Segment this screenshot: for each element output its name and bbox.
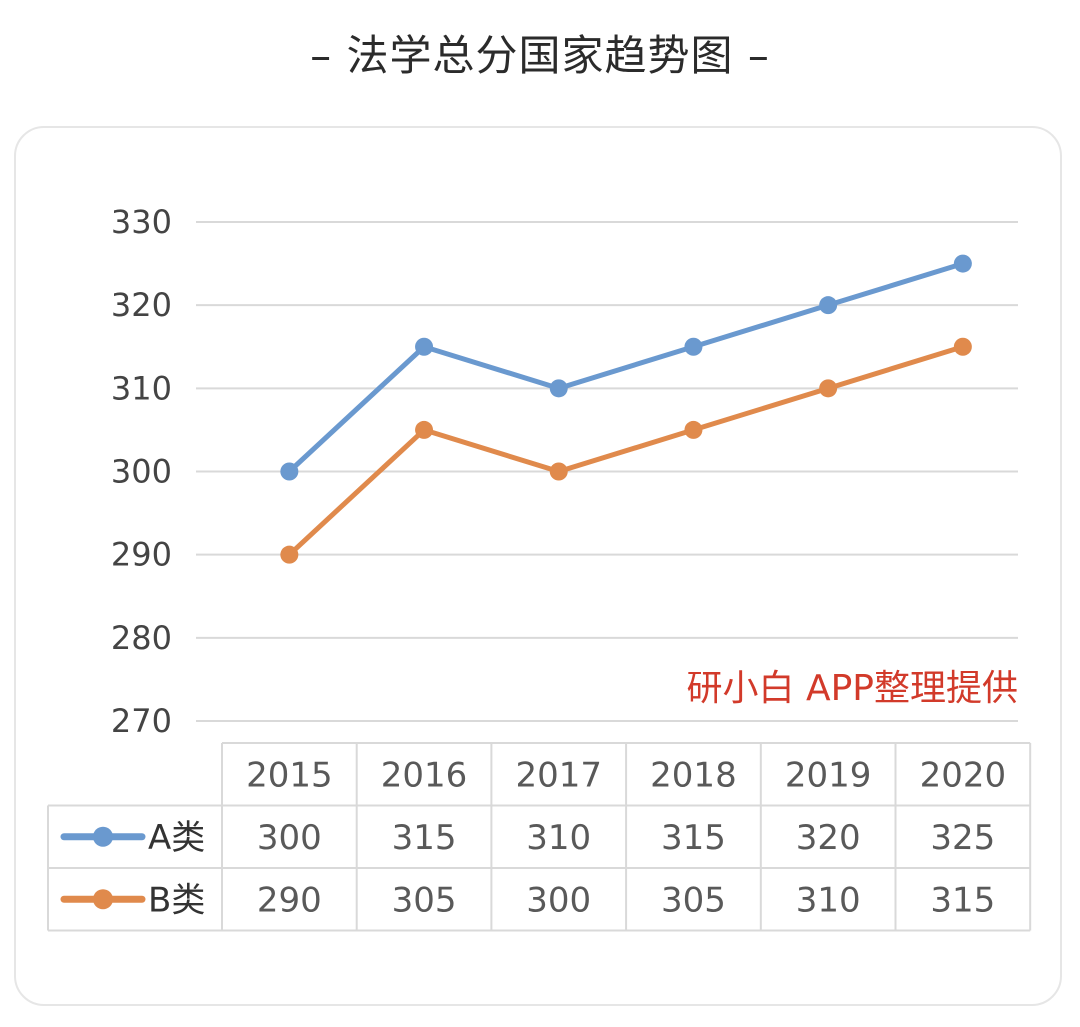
x-category-label: 2020 <box>920 755 1007 795</box>
table-cell-value: 315 <box>930 880 995 920</box>
table-cell-value: 320 <box>796 818 861 858</box>
watermark-text: 研小白 APP整理提供 <box>687 668 1019 709</box>
legend-marker <box>93 826 113 847</box>
data-point <box>953 337 972 356</box>
data-point <box>549 379 568 398</box>
y-tick-label: 330 <box>111 203 172 241</box>
table-cell-value: 300 <box>257 818 322 858</box>
data-point <box>549 462 568 481</box>
data-point <box>684 420 703 439</box>
x-category-label: 2019 <box>785 755 872 795</box>
chart-title: – 法学总分国家趋势图 – <box>310 31 770 80</box>
y-tick-label: 310 <box>111 369 172 407</box>
table-cell-value: 310 <box>526 818 591 858</box>
data-point <box>280 462 299 481</box>
data-point <box>280 545 299 564</box>
table-cell-value: 310 <box>796 880 861 920</box>
table-cell-value: 305 <box>661 880 726 920</box>
data-point <box>415 420 434 439</box>
table-cell-value: 305 <box>392 880 457 920</box>
legend-label: B类 <box>148 880 205 920</box>
y-tick-label: 320 <box>111 286 172 324</box>
y-tick-label: 300 <box>111 453 172 491</box>
table-cell-value: 315 <box>392 818 457 858</box>
data-point <box>953 254 972 273</box>
data-point <box>819 296 838 315</box>
y-tick-label: 290 <box>111 536 172 574</box>
table-cell-value: 315 <box>661 818 726 858</box>
x-category-label: 2017 <box>515 755 602 795</box>
x-category-label: 2016 <box>381 755 468 795</box>
x-category-label: 2015 <box>246 755 333 795</box>
table-cell-value: 300 <box>526 880 591 920</box>
table-cell-value: 325 <box>930 818 995 858</box>
y-tick-label: 280 <box>111 619 172 657</box>
series-line-a <box>286 261 966 474</box>
table-cell-value: 290 <box>257 880 322 920</box>
series-line-b <box>286 344 966 558</box>
data-point <box>819 379 838 398</box>
legend-marker <box>93 889 113 910</box>
data-point <box>684 337 703 356</box>
y-tick-label: 270 <box>111 702 172 740</box>
data-point <box>415 337 434 356</box>
chart-card <box>14 126 1062 1006</box>
legend-label: A类 <box>148 818 205 858</box>
x-category-label: 2018 <box>650 755 737 795</box>
